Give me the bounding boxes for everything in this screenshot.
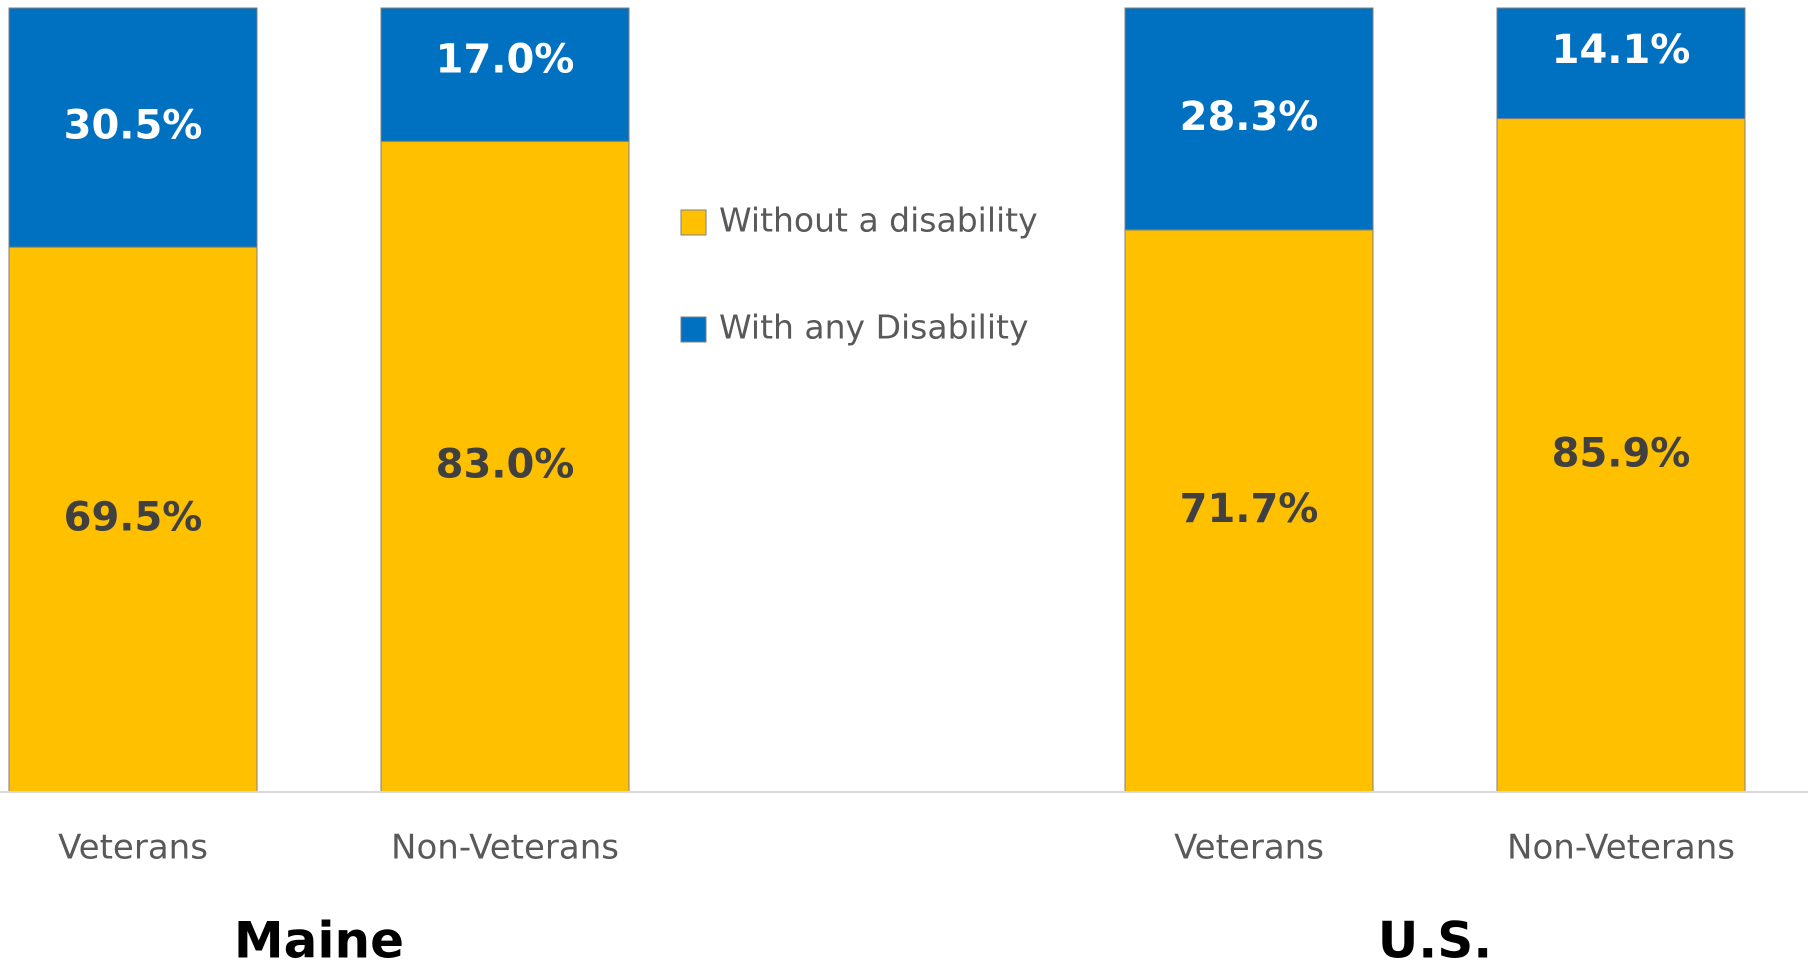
data-label: 71.7% (1180, 486, 1319, 532)
data-label: 17.0% (436, 36, 575, 82)
bar-segment (1496, 118, 1746, 793)
bar-segment (1124, 229, 1374, 793)
group-label: Maine (234, 912, 404, 969)
data-label: 85.9% (1552, 430, 1691, 476)
legend-label: Without a disability (719, 201, 1038, 240)
legend-label: With any Disability (719, 308, 1029, 347)
data-label: 30.5% (64, 103, 203, 149)
data-label: 14.1% (1552, 27, 1691, 73)
bar-segment (8, 246, 258, 793)
legend-swatch (680, 316, 707, 343)
x-tick-label: Veterans (1174, 828, 1324, 868)
x-tick-label: Non-Veterans (1507, 828, 1735, 868)
group-label: U.S. (1378, 912, 1493, 969)
data-label: 83.0% (436, 442, 575, 488)
data-label: 69.5% (64, 495, 203, 541)
x-tick-label: Veterans (58, 828, 208, 868)
legend-swatch (680, 209, 707, 236)
bar-segment (1124, 7, 1374, 231)
bar-segment (8, 7, 258, 248)
data-label: 28.3% (1180, 94, 1319, 140)
bar-segment (380, 7, 630, 142)
bar-segment (1496, 7, 1746, 120)
x-tick-label: Non-Veterans (391, 828, 619, 868)
